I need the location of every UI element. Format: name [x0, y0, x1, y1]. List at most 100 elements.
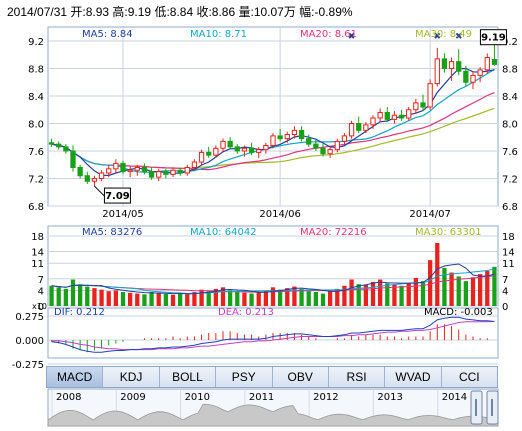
volume-bar: [278, 289, 283, 306]
x-tick-label: 2014/05: [102, 209, 144, 220]
price-tick-left: 6.8: [28, 202, 44, 213]
macd-legend-dea: DEA: 0.213: [218, 307, 274, 318]
candle-body: [241, 147, 248, 152]
volume-bar: [470, 277, 476, 306]
tab-macd[interactable]: MACD: [47, 367, 104, 387]
candle-body: [320, 147, 326, 155]
volume-bar: [113, 290, 118, 306]
quote-title: 2014/07/31 开:8.93 高:9.19 低:8.84 收:8.86 量…: [7, 5, 353, 19]
candle-body: [177, 169, 183, 174]
candle-body: [377, 112, 383, 119]
candle-body: [163, 171, 169, 175]
volume-bar: [270, 287, 276, 306]
volume-bar: [328, 291, 333, 306]
volume-bar: [163, 293, 168, 306]
volume-bar: [370, 281, 376, 306]
volume-bar: [135, 293, 140, 306]
candle-body: [356, 123, 362, 131]
candle-body: [327, 149, 333, 155]
timeline-year: 2013: [377, 392, 402, 403]
macd-legend-dif: DIF: 0.212: [54, 307, 105, 318]
volume-bar: [485, 271, 490, 306]
candle-body: [134, 167, 140, 171]
volume-bar: [128, 292, 133, 306]
candle-body: [70, 150, 76, 168]
annotation-box: [479, 29, 507, 46]
price-legend-ma20: MA20: 8.61: [300, 29, 357, 40]
tab-wvad[interactable]: WVAD: [385, 367, 442, 387]
volume-bar: [442, 267, 447, 306]
candle-body: [256, 149, 262, 153]
tab-kdj[interactable]: KDJ: [103, 367, 160, 387]
volume-bar: [235, 292, 240, 306]
candle-body: [470, 74, 476, 83]
tab-cci[interactable]: CCI: [458, 370, 480, 384]
volume-bar: [313, 292, 318, 306]
candle-body: [191, 161, 198, 168]
price-tick-left: 7.2: [28, 175, 44, 186]
volume-tick-left: 4: [38, 286, 44, 297]
volume-bar: [192, 292, 197, 306]
candle-body: [127, 169, 133, 173]
tab-obv[interactable]: OBV: [273, 367, 329, 387]
candle-body: [341, 135, 348, 142]
candle-body: [427, 83, 433, 108]
macd-tick: 0.275: [15, 312, 44, 323]
candle-body: [156, 171, 162, 178]
volume-bar: [242, 292, 247, 306]
dea-line: [51, 320, 495, 351]
candle-body: [106, 168, 112, 174]
candle-body: [441, 58, 448, 69]
candle-body: [227, 140, 233, 148]
volume-bar: [178, 293, 183, 306]
volume-bar: [106, 291, 111, 306]
price-tick-right: 6.8: [502, 202, 518, 213]
volume-bar: [492, 266, 497, 306]
volume-bar: [435, 243, 440, 306]
price-legend-ma30: MA30: 8.49: [415, 29, 472, 40]
candle-body: [448, 61, 455, 69]
candle-body: [234, 146, 240, 152]
volume-bar: [70, 279, 76, 306]
tab-rsi[interactable]: RSI: [329, 367, 386, 387]
price-tick-left: 8.8: [28, 65, 44, 76]
volume-bar: [399, 285, 404, 306]
volume-bar: [149, 292, 154, 306]
annotation-leader: [94, 185, 105, 197]
price-tick-left: 8.4: [28, 92, 44, 103]
candle-body: [334, 140, 340, 151]
price-tick-right: 7.2: [502, 175, 518, 186]
candle-body: [291, 129, 298, 135]
price-tick-right: 7.6: [502, 147, 518, 158]
price-tick-left: 9.2: [28, 37, 44, 48]
annotation-label: 9.19: [481, 33, 506, 44]
volume-legend-ma30: MA30: 63301: [415, 227, 482, 238]
candle-body: [298, 129, 305, 140]
volume-legend-ma20: MA20: 72216: [300, 227, 367, 238]
candle-body: [184, 167, 190, 174]
candle-body: [284, 134, 290, 140]
volume-tick-left: 18: [31, 232, 44, 243]
volume-bar: [306, 291, 311, 306]
volume-bar: [413, 278, 418, 306]
price-tick-left: 8.0: [28, 120, 44, 131]
tab-boll[interactable]: BOLL: [160, 367, 217, 387]
timeline-overview: [47, 403, 499, 427]
macd-tick: -0.275: [12, 360, 44, 371]
volume-bar: [292, 286, 297, 306]
candle-body: [491, 59, 498, 65]
volume-bar: [206, 291, 211, 306]
volume-bar: [320, 293, 326, 306]
volume-bar: [213, 288, 218, 306]
candle-body: [463, 70, 469, 83]
volume-bar: [406, 282, 411, 306]
candle-body: [420, 102, 426, 108]
price-tick-left: 7.6: [28, 147, 44, 158]
volume-bar: [378, 279, 383, 306]
candle-body: [77, 167, 83, 177]
timeline-year: 2010: [185, 392, 210, 403]
candle-body: [148, 171, 155, 178]
tab-psy[interactable]: PSY: [216, 367, 273, 387]
